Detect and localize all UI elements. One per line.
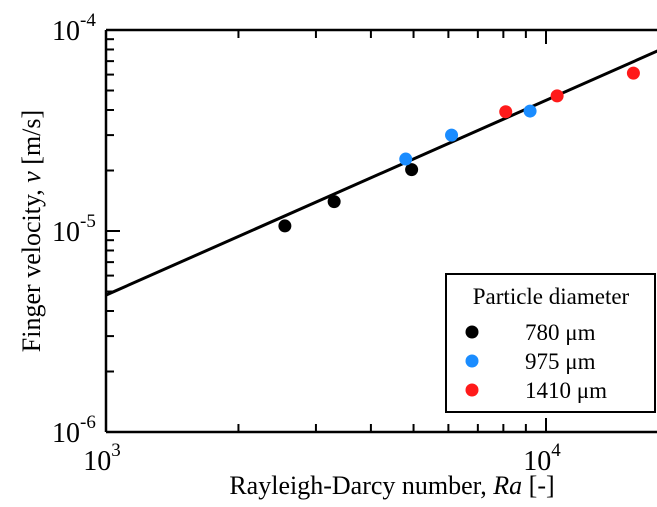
y-tick-label: 10-5 [52,211,96,248]
legend-label: 780 μm [525,320,596,345]
y-tick-label: 10-6 [52,412,96,449]
y-axis-label: Finger velocity, v [m/s] [17,110,46,352]
legend-marker [465,383,479,397]
data-point [327,195,341,209]
data-point [278,219,292,233]
legend-marker [465,354,479,368]
fit-line [106,49,657,297]
legend-title: Particle diameter [473,284,630,309]
legend-label: 1410 μm [525,378,607,403]
legend-label: 975 μm [525,349,596,374]
plot-frame [104,28,657,434]
x-tick-label: 104 [523,440,561,477]
legend-box [445,273,656,413]
legend: Particle diameter 780 μm 975 μm 1410 μm [445,273,656,413]
minor-ticks [105,30,547,433]
data-point [405,163,419,177]
data-points [278,66,640,233]
x-axis-label: Rayleigh-Darcy number, Ra [-] [229,471,554,500]
data-point [626,66,640,80]
tick-labels: 103 104 10-6 10-5 10-4 [52,10,561,477]
data-point [523,104,537,118]
data-point [399,152,413,166]
data-point [550,89,564,103]
data-point [499,105,513,119]
y-tick-label: 10-4 [52,10,96,47]
x-tick-label: 103 [83,440,121,477]
legend-marker [465,325,479,339]
data-point [445,128,459,142]
